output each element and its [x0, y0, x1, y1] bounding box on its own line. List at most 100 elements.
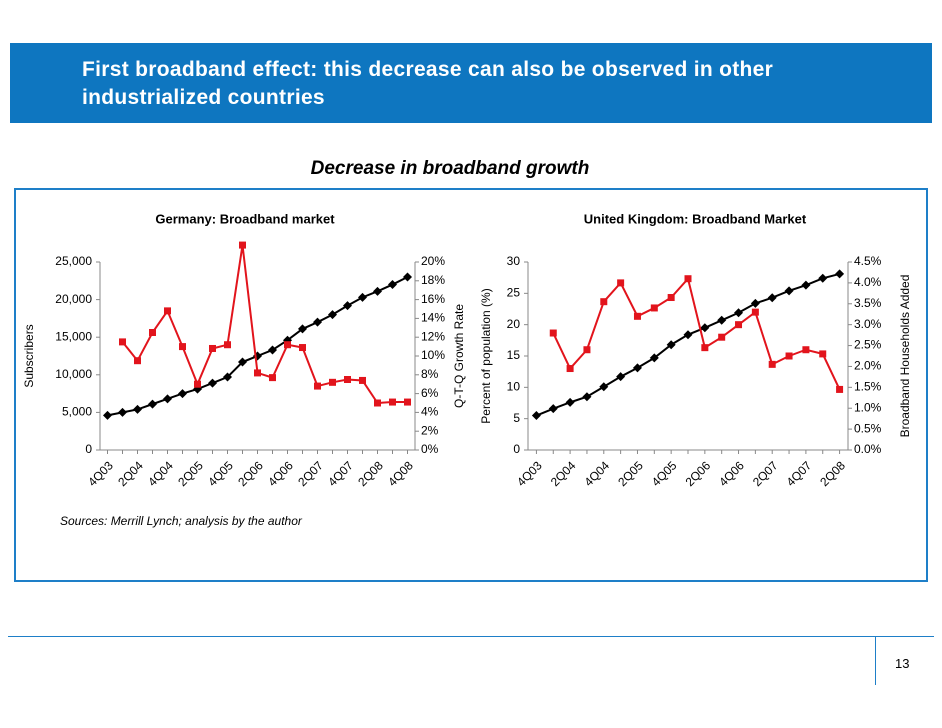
- y-tick-label: 5,000: [62, 405, 92, 419]
- marker: [389, 398, 396, 406]
- y2-tick-label: 16%: [421, 292, 445, 306]
- marker: [717, 315, 727, 325]
- marker: [179, 343, 186, 351]
- marker: [835, 269, 845, 279]
- marker: [194, 380, 201, 388]
- x-tick-label: 4Q05: [649, 458, 680, 489]
- header-bar: [10, 43, 932, 123]
- marker: [403, 272, 412, 282]
- marker: [329, 378, 336, 386]
- marker: [617, 279, 625, 287]
- series-line: [536, 272, 840, 417]
- x-tick-label: 4Q07: [784, 458, 815, 489]
- marker: [134, 357, 141, 365]
- marker: [633, 312, 641, 320]
- marker: [103, 410, 112, 420]
- marker: [254, 369, 261, 377]
- y2-tick-label: 0.5%: [854, 421, 882, 435]
- marker: [734, 308, 744, 318]
- y2-tick-label: 4%: [421, 405, 439, 419]
- x-tick-label: 2Q06: [683, 458, 714, 489]
- y2-tick-label: 18%: [421, 273, 445, 287]
- marker: [549, 329, 557, 337]
- marker: [768, 360, 776, 368]
- y2-tick-label: 3.5%: [854, 296, 882, 310]
- x-tick-label: 4Q08: [385, 458, 416, 489]
- subtitle: Decrease in broadband growth: [310, 158, 590, 179]
- marker: [751, 308, 759, 316]
- marker: [133, 404, 142, 414]
- chart-frame: [14, 188, 928, 582]
- marker: [632, 363, 642, 373]
- marker: [582, 392, 592, 402]
- y-tick-label: 5: [513, 411, 520, 425]
- marker: [600, 298, 608, 306]
- y2-tick-label: 4.0%: [854, 275, 882, 289]
- x-tick-label: 2Q04: [115, 458, 146, 489]
- marker: [836, 385, 844, 393]
- marker: [149, 329, 156, 336]
- y-tick-label: 20: [507, 317, 521, 331]
- marker: [700, 323, 710, 333]
- marker: [388, 280, 397, 290]
- y-axis-label: Subscribers: [22, 324, 36, 387]
- marker: [314, 382, 321, 390]
- y2-tick-label: 0%: [421, 442, 439, 456]
- sources: Sources: Merrill Lynch; analysis by the …: [60, 514, 302, 528]
- y2-tick-label: 0.0%: [854, 442, 882, 456]
- marker: [735, 321, 743, 329]
- y-tick-label: 10: [507, 380, 521, 394]
- y-tick-label: 30: [507, 254, 521, 268]
- marker: [359, 376, 366, 384]
- y2-tick-label: 2.5%: [854, 338, 882, 352]
- marker: [718, 333, 726, 341]
- page-number: 13: [895, 656, 910, 671]
- y2-tick-label: 1.0%: [854, 400, 882, 414]
- marker: [163, 394, 172, 404]
- x-tick-label: 4Q04: [145, 458, 176, 489]
- x-tick-label: 2Q06: [235, 458, 266, 489]
- marker: [531, 411, 541, 421]
- marker: [209, 344, 216, 352]
- y2-tick-label: 12%: [421, 329, 445, 343]
- marker: [164, 307, 171, 315]
- marker: [223, 372, 232, 382]
- marker: [819, 350, 827, 358]
- y2-tick-label: 14%: [421, 311, 445, 325]
- marker: [118, 407, 127, 417]
- chart-title: United Kingdom: Broadband Market: [584, 211, 807, 226]
- y2-tick-label: 6%: [421, 386, 439, 400]
- marker: [750, 298, 760, 308]
- y-tick-label: 0: [85, 442, 92, 456]
- y2-tick-label: 10%: [421, 348, 445, 362]
- x-tick-label: 4Q07: [325, 458, 356, 489]
- marker: [299, 344, 306, 352]
- y2-tick-label: 4.5%: [854, 254, 882, 268]
- y-tick-label: 20,000: [55, 292, 92, 306]
- marker: [224, 341, 231, 349]
- y-tick-label: 25: [507, 286, 521, 300]
- marker: [343, 301, 352, 311]
- x-tick-label: 4Q04: [581, 458, 612, 489]
- marker: [666, 340, 676, 350]
- marker: [268, 345, 277, 355]
- y2-tick-label: 1.5%: [854, 380, 882, 394]
- y2-tick-label: 20%: [421, 254, 445, 268]
- marker: [373, 286, 382, 296]
- y-tick-label: 15,000: [55, 329, 92, 343]
- marker: [328, 310, 337, 320]
- marker: [599, 382, 609, 392]
- x-tick-label: 4Q06: [716, 458, 747, 489]
- marker: [178, 389, 187, 399]
- x-tick-label: 4Q03: [85, 458, 116, 489]
- marker: [684, 275, 692, 283]
- marker: [785, 352, 793, 360]
- y-tick-label: 10,000: [55, 367, 92, 381]
- x-tick-label: 2Q05: [175, 458, 206, 489]
- x-tick-label: 2Q04: [548, 458, 579, 489]
- marker: [119, 338, 126, 346]
- marker: [208, 378, 217, 388]
- marker: [298, 324, 307, 334]
